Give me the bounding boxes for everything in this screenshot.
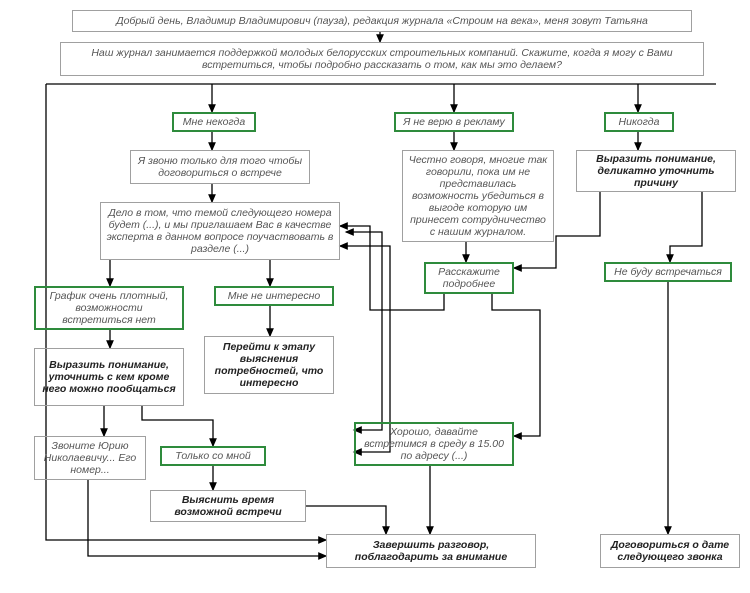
node-finish: Завершить разговор, поблагодарить за вни…	[326, 534, 536, 568]
node-topic: Дело в том, что темой следующего номера …	[100, 202, 340, 260]
node-noads: Я не верю в рекламу	[394, 112, 514, 132]
node-nomeet: Не буду встречаться	[604, 262, 732, 282]
edge	[142, 406, 213, 446]
edge	[306, 506, 386, 534]
node-agree_next: Договориться о дате следующего звонка	[600, 534, 740, 568]
node-intro2: Наш журнал занимается поддержкой молодых…	[60, 42, 704, 76]
edge	[492, 294, 540, 436]
edge	[346, 232, 382, 430]
node-only_me: Только со мной	[160, 446, 266, 466]
node-notinterested: Мне не интересно	[214, 286, 334, 306]
node-goto_needs: Перейти к этапу выяснения потребностей, …	[204, 336, 334, 394]
node-calling: Я звоню только для того чтобы договорить…	[130, 150, 310, 184]
node-meet_ok: Хорошо, давайте встретимся в среду в 15.…	[354, 422, 514, 466]
node-busy: Мне некогда	[172, 112, 256, 132]
node-never: Никогда	[604, 112, 674, 132]
node-call_yuri: Звоните Юрию Николаевичу... Его номер...	[34, 436, 146, 480]
node-honestly: Честно говоря, многие так говорили, пока…	[402, 150, 554, 242]
node-tight: График очень плотный, возможности встрет…	[34, 286, 184, 330]
edge	[670, 192, 702, 262]
node-tellmore: Расскажите подробнее	[424, 262, 514, 294]
node-intro1: Добрый день, Владимир Владимирович (пауз…	[72, 10, 692, 32]
node-understand_who: Выразить понимание, уточнить с кем кроме…	[34, 348, 184, 406]
node-find_time: Выяснить время возможной встречи	[150, 490, 306, 522]
node-understand_reason: Выразить понимание, деликатно уточнить п…	[576, 150, 736, 192]
